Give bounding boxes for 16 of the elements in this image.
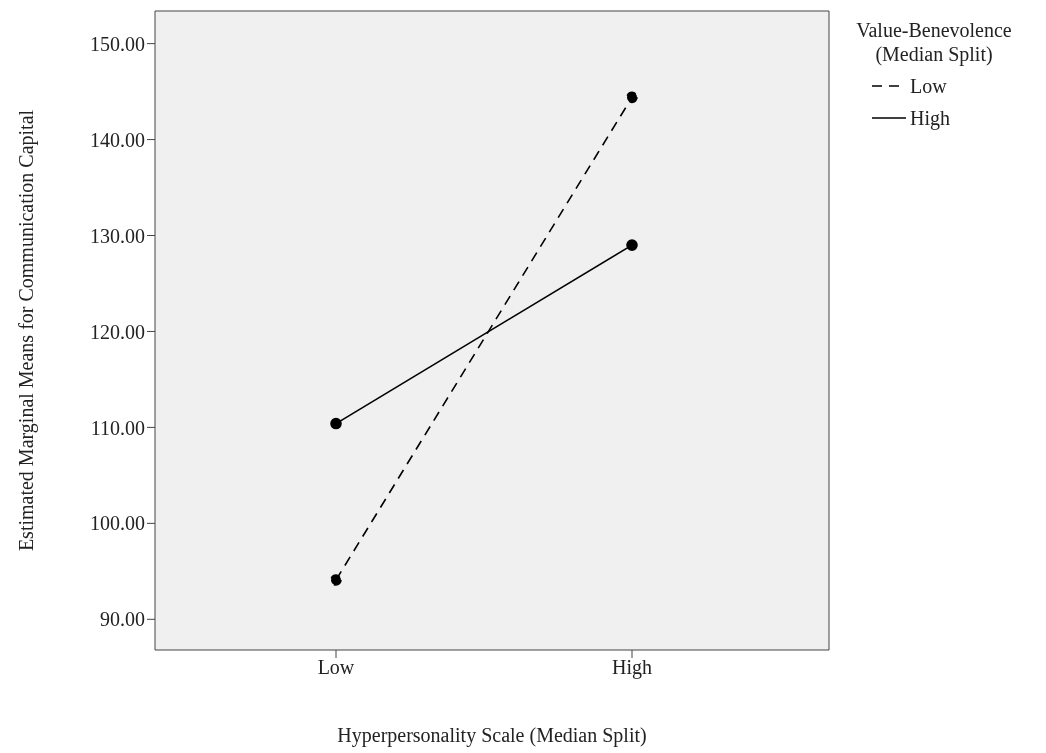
point [626, 239, 638, 251]
y-tick-label: 100.00 [90, 512, 145, 535]
point [330, 574, 342, 586]
x-axis-title: Hyperpersonality Scale (Median Split) [337, 724, 647, 747]
y-axis-title: Estimated Marginal Means for Communication Capital [15, 109, 39, 552]
y-tick-label: 110.00 [90, 416, 145, 439]
y-tick-label: 130.00 [90, 224, 145, 247]
point [330, 417, 342, 430]
legend-label: High [910, 106, 950, 130]
y-tick-label: 120.00 [90, 320, 145, 343]
legend-title: Value-Benevolence (Median Split) [855, 18, 1013, 66]
y-tick-label: 90.00 [100, 608, 145, 631]
point [626, 91, 638, 104]
legend-label: Low [910, 74, 947, 98]
y-tick-label: 150.00 [90, 32, 145, 55]
y-tick-label: 140.00 [90, 128, 145, 151]
